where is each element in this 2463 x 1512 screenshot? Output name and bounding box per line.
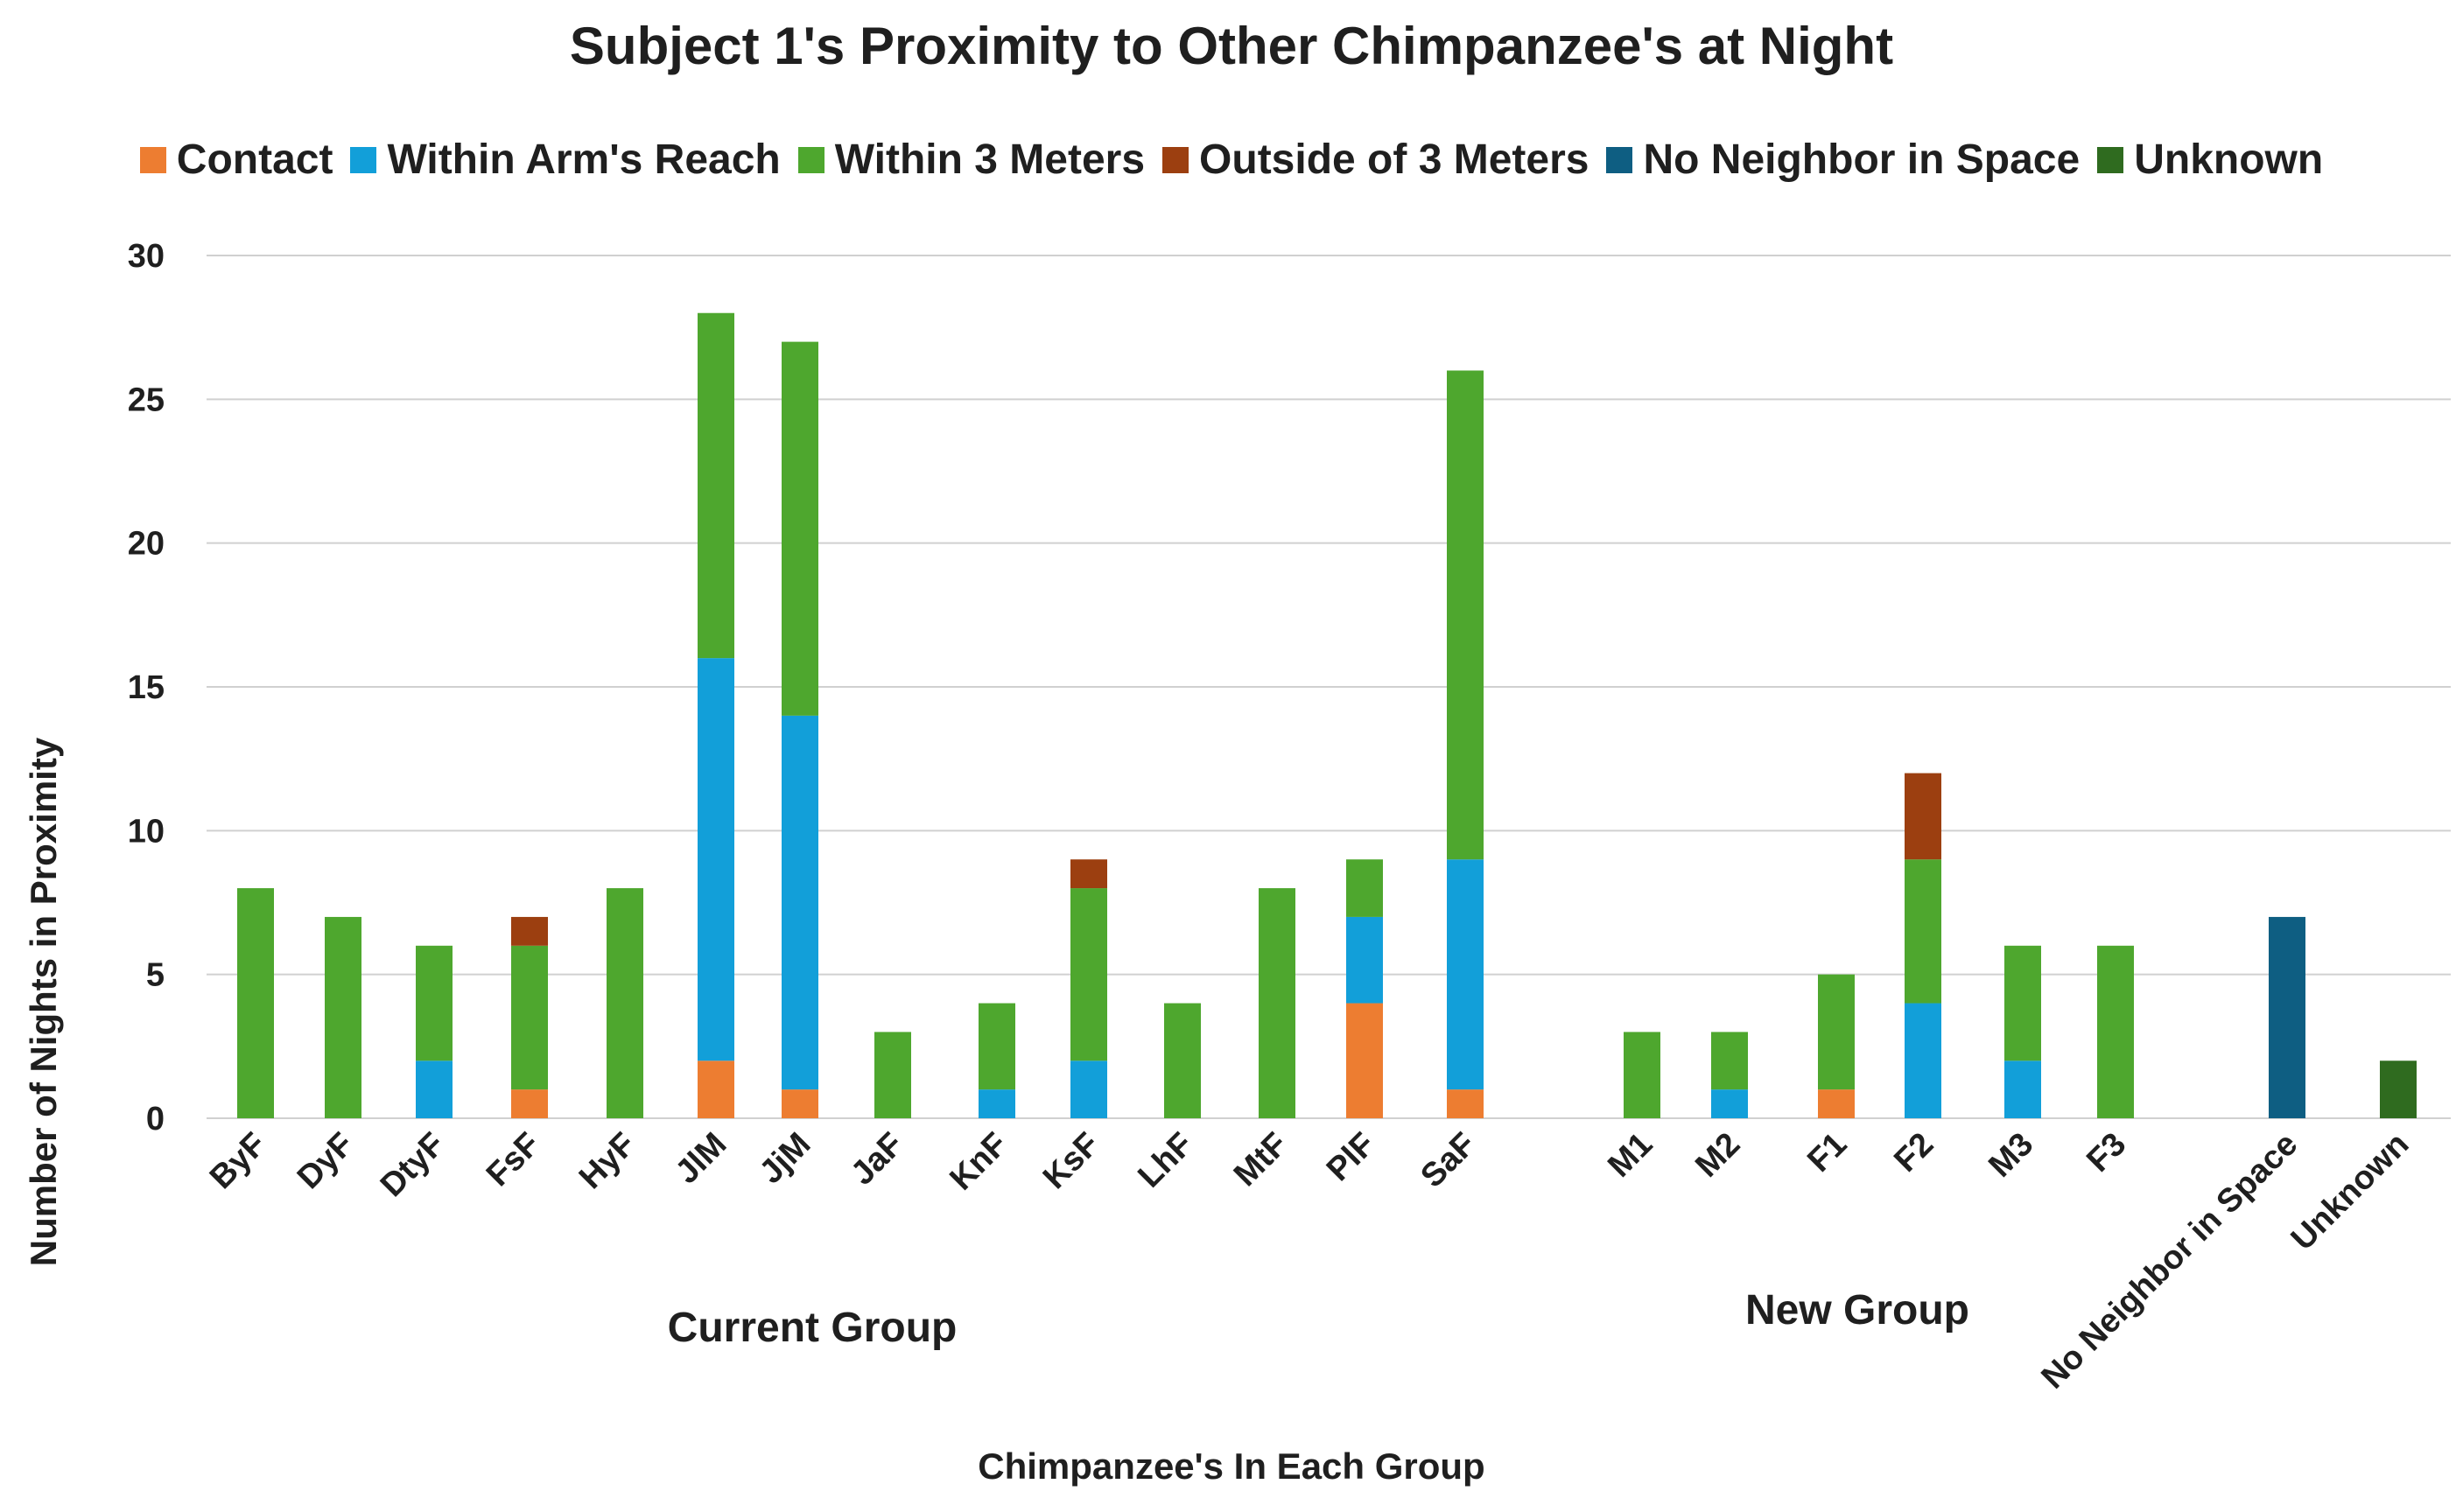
bar-segment [416, 945, 453, 1061]
x-tick-label: FsF [480, 1126, 547, 1194]
x-tick-label: KnF [943, 1126, 1014, 1198]
y-tick-label: 30 [128, 238, 165, 275]
bar-segment [1624, 1032, 1660, 1118]
y-tick-label: 0 [146, 1101, 165, 1138]
legend-item: Within 3 Meters [797, 136, 1146, 184]
x-axis-title: Chimpanzee's In Each Group [978, 1446, 1485, 1487]
x-tick-label: F1 [1800, 1126, 1854, 1180]
legend-label: No Neighbor in Space [1643, 136, 2081, 183]
x-tick-label: JjM [753, 1126, 818, 1192]
x-tick-label: M3 [1982, 1126, 2040, 1185]
bar-segment [2004, 945, 2041, 1061]
bar-segment [1447, 370, 1484, 860]
x-tick-label: HyF [572, 1126, 642, 1196]
x-tick-label: Unknown [2284, 1126, 2417, 1258]
bar-segment [511, 1089, 548, 1118]
x-tick-label: PlF [1320, 1126, 1383, 1189]
group-label-new: New Group [1744, 1287, 1970, 1334]
bar-segment [1259, 888, 1295, 1118]
bar-segment [1070, 888, 1107, 1061]
bar-segment [1164, 1003, 1201, 1118]
bar-segment [2380, 1060, 2417, 1118]
bar-segment [237, 888, 274, 1118]
x-tick-label: DtyF [374, 1126, 452, 1204]
legend-label: Unknown [2134, 136, 2324, 183]
legend-item: No Neighbor in Space [1606, 136, 2080, 184]
bar-segment [1818, 974, 1855, 1090]
legend-label: Within 3 Meters [834, 136, 1146, 183]
x-tick-label: F2 [1887, 1126, 1940, 1180]
x-tick-label: M2 [1688, 1126, 1747, 1185]
x-tick-label: MtF [1227, 1126, 1295, 1194]
bar-segment [782, 341, 818, 716]
x-tick-label: F3 [2080, 1126, 2133, 1180]
x-tick-label: ByF [203, 1126, 273, 1196]
bar-segment [416, 1060, 453, 1118]
bar-segment [2004, 1060, 2041, 1118]
group-label-current: Current Group [667, 1305, 958, 1351]
bar-segment [1818, 1089, 1855, 1118]
bar-segment [1905, 859, 1941, 1004]
y-tick-label: 15 [128, 669, 165, 706]
y-tick-label: 10 [128, 813, 165, 850]
bar-segment [1346, 1003, 1383, 1118]
bar-segment [1346, 916, 1383, 1004]
legend-swatch [139, 146, 166, 173]
bar-segment [1447, 1089, 1484, 1118]
bar-segment [782, 715, 818, 1090]
legend-swatch [350, 146, 377, 173]
bar-segment [1711, 1032, 1748, 1090]
bar-segment [511, 916, 548, 946]
x-tick-label: JaF [844, 1126, 910, 1193]
legend-label: Within Arm's Reach [387, 136, 781, 183]
bar-segment [1070, 1060, 1107, 1118]
bar-segment [2097, 945, 2134, 1118]
bar-segment [607, 888, 643, 1118]
y-tick-label: 25 [128, 382, 165, 418]
y-tick-label: 5 [146, 957, 165, 994]
bar-segment [698, 1060, 734, 1118]
bar-segment [1346, 859, 1383, 917]
legend-swatch [797, 146, 825, 173]
legend-swatch [1606, 146, 1633, 173]
bar-segment [325, 916, 361, 1118]
legend-swatch [2097, 146, 2124, 173]
bar-segment [698, 312, 734, 659]
y-tick-label: 20 [128, 526, 165, 563]
bar-segment [2269, 916, 2305, 1118]
bar-segment [511, 945, 548, 1090]
bar-segment [1070, 859, 1107, 889]
legend-item: Unknown [2097, 136, 2323, 184]
x-tick-label: SaF [1414, 1126, 1483, 1195]
legend-label: Outside of 3 Meters [1199, 136, 1589, 183]
bar-segment [979, 1089, 1015, 1118]
x-tick-label: JlM [669, 1126, 734, 1192]
x-tick-label: DyF [291, 1126, 361, 1196]
bar-segment [1711, 1089, 1748, 1118]
bar-segment [1447, 859, 1484, 1090]
legend-item: Within Arm's Reach [350, 136, 781, 184]
bar-segment [1905, 773, 1941, 860]
chart-title: Subject 1's Proximity to Other Chimpanze… [569, 17, 1894, 75]
chart-legend: Contact Within Arm's Reach Within 3 Meters… [0, 136, 2463, 184]
legend-item: Contact [139, 136, 333, 184]
bar-segment [1905, 1003, 1941, 1118]
x-tick-label: No Neighbor in Space [2034, 1126, 2305, 1396]
legend-label: Contact [176, 136, 333, 183]
bar-segment [874, 1032, 911, 1118]
bar-segment [782, 1089, 818, 1118]
x-tick-label: LhF [1131, 1126, 1200, 1195]
bar-segment [979, 1003, 1015, 1090]
x-tick-label: KsF [1036, 1126, 1106, 1196]
legend-swatch [1162, 146, 1189, 173]
bar-segment [698, 658, 734, 1061]
x-tick-label: M1 [1601, 1126, 1660, 1185]
legend-item: Outside of 3 Meters [1162, 136, 1589, 184]
